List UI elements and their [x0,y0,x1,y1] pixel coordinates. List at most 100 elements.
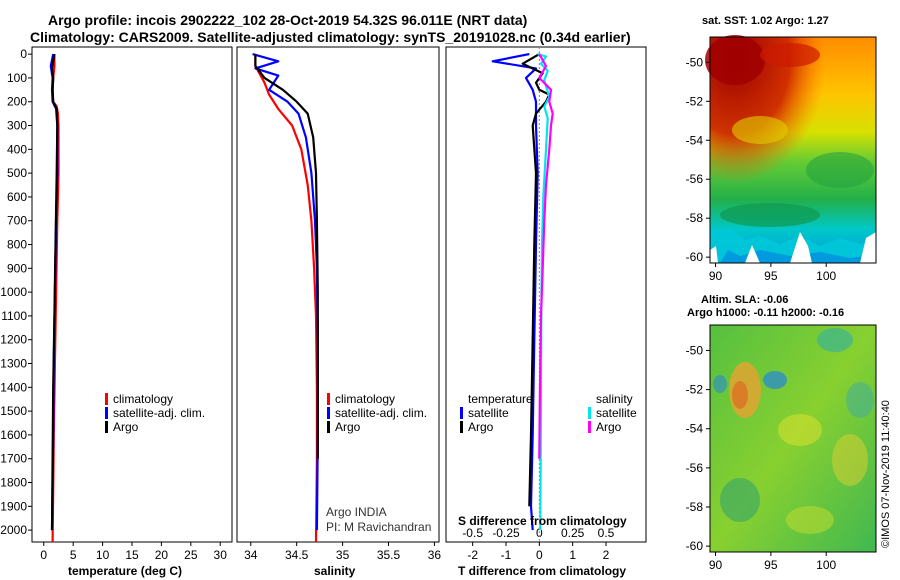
salinity-legend: climatology satellite-adj. clim. Argo Ar… [326,392,431,534]
depth-tick-label: 1000 [0,285,27,299]
depth-tick-label: 1700 [0,452,27,466]
tdiff-x-ticks: -2 -1 0 1 2 [467,542,610,562]
depth-tick-label: 1800 [0,476,27,490]
s-tick-label: 0.5 [598,526,615,540]
tdiff-axis-label: T difference from climatology [458,564,626,578]
title-line1: Argo profile: incois 2902222_102 28-Oct-… [48,12,527,28]
legend-t-satellite: satellite [468,406,509,420]
sla-negative-anomaly [763,371,787,389]
x-tick-label: 35 [336,548,350,562]
sst-hot-core [705,35,765,85]
legend-marker-t-argo [460,421,463,433]
x-tick-label: 30 [214,548,228,562]
map-y-tick-label: -54 [686,422,704,436]
sst-yellow-patch [732,116,788,144]
legend-marker-climatology [327,393,330,405]
map-x-tick-label: 90 [709,269,723,283]
sst-map-title: sat. SST: 1.02 Argo: 1.27 [702,15,829,27]
legend-marker-s-satellite [588,407,591,419]
difference-legend: temperature satellite Argo salinity sate… [460,392,637,434]
depth-tick-label: 1200 [0,333,27,347]
s-tick-label: -0.5 [462,526,483,540]
map-y-tick-label: -54 [686,133,704,147]
sla-teal-east [846,382,874,418]
s-tick-label: -0.25 [492,526,520,540]
map-x-tick-label: 90 [709,558,723,572]
legend-marker-argo [105,421,108,433]
legend-t-argo: Argo [468,420,494,434]
x-tick-label: 36 [428,548,442,562]
depth-tick-label: 1600 [0,428,27,442]
depth-tick-label: 2000 [0,523,27,537]
depth-tick-label: 800 [7,238,27,252]
depth-tick-label: 500 [7,166,27,180]
difference-series [491,53,554,531]
depth-tick-label: 1400 [0,380,27,394]
legend-marker-s-argo [588,421,591,433]
s-tick-label: 0.25 [561,526,585,540]
x-tick-label: 34.5 [285,548,309,562]
x-tick-label: 0 [40,548,47,562]
sla-cyan-patch [817,328,853,352]
map-y-tick-label: -60 [686,539,704,553]
sla-negative-west [713,375,727,393]
depth-tick-label: 1900 [0,499,27,513]
legend-salinity-heading: salinity [596,392,633,406]
salinity-axis-label: salinity [314,564,356,578]
sst-no-data [710,232,876,263]
sla-map-frame [709,324,877,553]
sdiff-axis-label: S difference from climatology [458,514,627,528]
legend-s-argo: Argo [596,420,622,434]
legend-climatology: climatology [113,392,173,406]
x-tick-label: 1 [569,548,576,562]
depth-tick-label: 900 [7,261,27,275]
map-y-tick-label: -58 [686,500,704,514]
map-x-tick-label: 100 [816,558,836,572]
depth-tick-label: 400 [7,142,27,156]
depth-tick-label: 100 [7,71,27,85]
sla-map-title1: Altim. SLA: -0.06 [701,294,788,306]
depth-tick-label: 1100 [1,309,27,323]
map-x-tick-label: 95 [764,269,778,283]
legend-satellite: satellite-adj. clim. [335,406,427,420]
sla-lime-south [786,506,834,534]
legend-marker-climatology [105,393,108,405]
map-y-tick-label: -50 [686,343,704,357]
series-line-argo [50,53,59,531]
annotation-argo-india: Argo INDIA [326,505,387,519]
x-tick-label: 5 [70,548,77,562]
legend-argo: Argo [335,420,361,434]
map-x-tick-label: 95 [764,558,778,572]
salinity-series [252,53,319,542]
legend-climatology: climatology [335,392,395,406]
series-line-salinity-argo [538,53,554,459]
depth-axis: 0 100 200 300 400 500 600 700 800 900 1000 1100 1200… [0,47,32,537]
x-tick-label: 10 [96,548,110,562]
map-y-tick-label: -52 [686,94,704,108]
sla-strong-positive [732,381,748,409]
sla-map [709,324,877,553]
temperature-axis-label: temperature (deg C) [68,564,182,578]
legend-marker-satellite [327,407,330,419]
depth-tick-label: 0 [20,47,27,61]
sla-map-ticks: 90 95 100 -50 -52 -54 -56 -58 -60 [686,343,837,572]
x-tick-label: 25 [184,548,198,562]
salinity-panel [236,46,440,543]
x-tick-label: 35.5 [377,548,401,562]
depth-tick-label: 300 [7,119,27,133]
x-tick-label: 15 [125,548,139,562]
legend-marker-satellite [105,407,108,419]
salinity-x-ticks: 34 34.5 35 35.5 36 [244,542,441,562]
depth-tick-label: 700 [7,214,27,228]
x-tick-label: 0 [536,548,543,562]
temperature-x-ticks: 0 5 10 15 20 25 30 [40,542,227,562]
x-tick-label: -2 [467,548,478,562]
sdiff-x-ticks: -0.5-0.2500.250.5 [462,526,614,540]
sla-map-title2: Argo h1000: -0.11 h2000: -0.16 [687,307,844,319]
legend-temperature-heading: temperature [468,392,533,406]
depth-tick-label: 1500 [0,404,27,418]
map-y-tick-label: -58 [686,211,704,225]
map-y-tick-label: -60 [686,250,704,264]
